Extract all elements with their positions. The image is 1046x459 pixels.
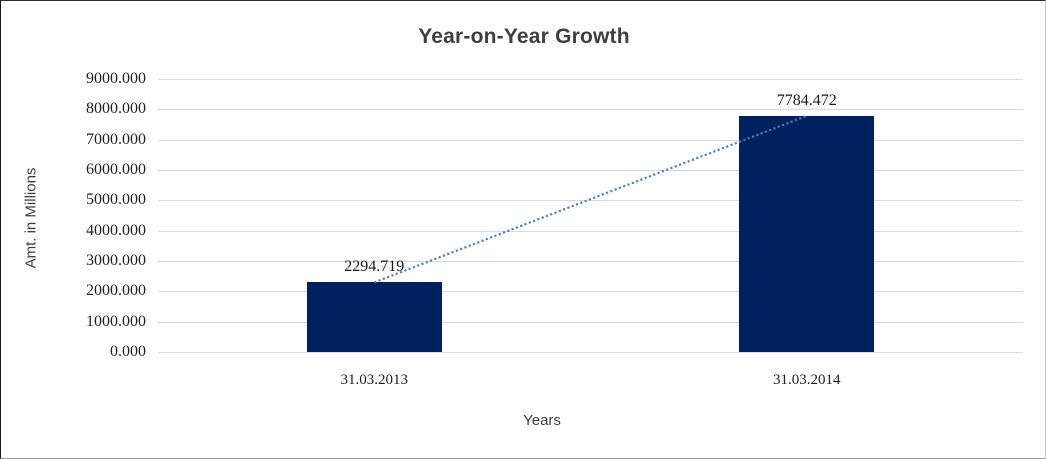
bar-31.03.2014 — [739, 115, 875, 352]
gridline — [158, 139, 1023, 141]
data-label: 7784.472 — [776, 91, 837, 109]
x-axis-title: Years — [523, 412, 561, 429]
y-tick-label: 5000.000 — [86, 191, 146, 209]
gridline — [158, 109, 1023, 111]
y-tick-label: 4000.000 — [86, 221, 146, 239]
data-label: 2294.719 — [344, 258, 405, 276]
y-tick-label: 6000.000 — [86, 161, 146, 178]
y-tick-label: 0.000 — [110, 343, 146, 360]
gridline — [158, 352, 1023, 353]
gridline — [158, 200, 1023, 202]
gridline — [158, 170, 1023, 171]
x-tick-label: 31.03.2014 — [773, 372, 841, 388]
bar-31.03.2013 — [306, 282, 442, 352]
y-tick-label: 2000.000 — [86, 282, 146, 300]
gridline — [158, 261, 1023, 262]
chart-title: Year-on-Year Growth — [418, 25, 630, 48]
gridline — [158, 79, 1023, 80]
y-tick-label: 9000.000 — [86, 70, 146, 87]
gridline — [158, 291, 1023, 293]
gridline — [158, 321, 1023, 323]
gridline — [158, 230, 1023, 232]
y-tick-label: 8000.000 — [86, 100, 146, 118]
y-tick-label: 1000.000 — [86, 312, 146, 330]
y-tick-label: 7000.000 — [86, 130, 146, 148]
x-tick-label: 31.03.2013 — [340, 372, 409, 388]
y-tick-label: 3000.000 — [86, 252, 146, 269]
